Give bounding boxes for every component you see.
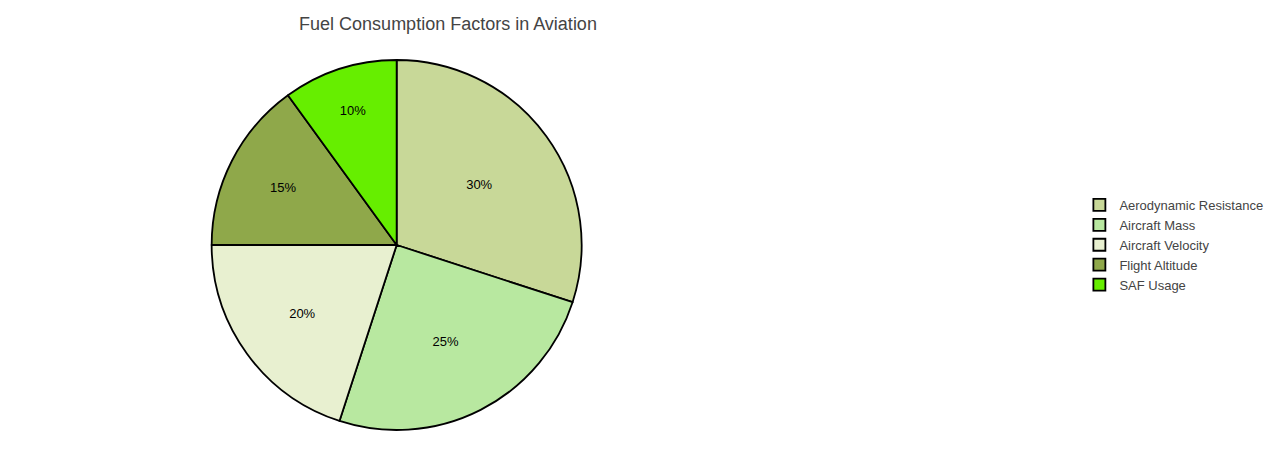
svg-text:20%: 20% bbox=[289, 306, 315, 321]
svg-text:Flight Altitude: Flight Altitude bbox=[1119, 258, 1197, 273]
svg-text:10%: 10% bbox=[340, 103, 366, 118]
svg-text:Aircraft Mass: Aircraft Mass bbox=[1119, 218, 1195, 233]
svg-text:30%: 30% bbox=[466, 177, 492, 192]
svg-text:Fuel Consumption Factors in Av: Fuel Consumption Factors in Aviation bbox=[299, 14, 597, 34]
svg-text:Aerodynamic Resistance: Aerodynamic Resistance bbox=[1119, 198, 1263, 213]
svg-text:25%: 25% bbox=[433, 334, 459, 349]
svg-text:15%: 15% bbox=[270, 180, 296, 195]
svg-text:Aircraft Velocity: Aircraft Velocity bbox=[1119, 238, 1209, 253]
svg-text:SAF Usage: SAF Usage bbox=[1119, 278, 1185, 293]
